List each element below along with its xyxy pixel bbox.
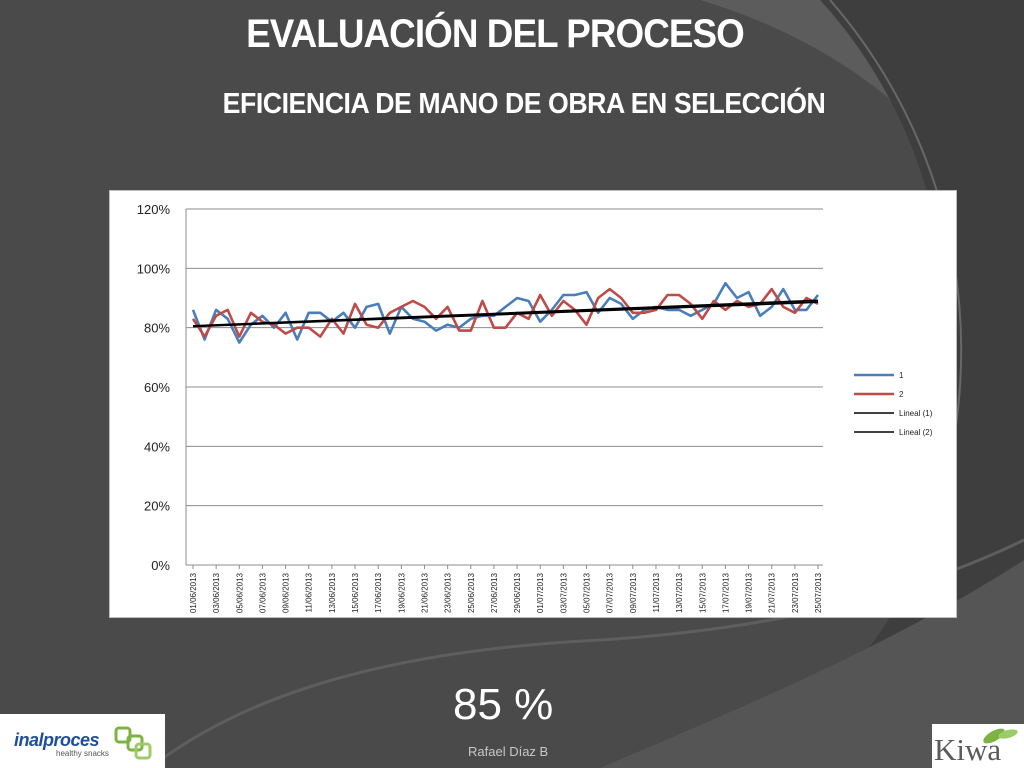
trendline-2: [192, 301, 819, 328]
x-tick-label: 17/06/2013: [374, 572, 383, 613]
author-name: Rafael Díaz B: [468, 744, 549, 759]
x-tick-label: 15/06/2013: [351, 572, 360, 613]
x-tick-label: 17/07/2013: [721, 572, 730, 613]
x-tick-label: 29/06/2013: [513, 572, 522, 613]
y-tick-label: 100%: [137, 261, 171, 276]
legend-label: 2: [899, 390, 904, 399]
x-tick-label: 21/07/2013: [768, 572, 777, 613]
inalproces-logo-text: inalproces: [14, 730, 100, 750]
chart-container: 0% 20% 40% 60% 80% 100% 120% 01/06/2013 03/06/20…: [109, 190, 957, 618]
x-tick-label: 05/07/2013: [583, 572, 592, 613]
kiwa-leaf-icon: [983, 728, 1018, 744]
x-tick-label: 05/06/2013: [235, 572, 244, 613]
legend-label: Lineal (1): [899, 409, 933, 418]
y-tick-label: 40%: [144, 439, 170, 454]
y-tick-label: 0%: [151, 558, 170, 573]
x-tick-label: 27/06/2013: [490, 572, 499, 613]
kiwa-logo: Kiwa: [932, 724, 1024, 768]
x-tick-label: 01/07/2013: [536, 572, 545, 613]
x-tick-label: 21/06/2013: [420, 572, 429, 613]
x-tick-label: 13/06/2013: [328, 572, 337, 613]
x-tick-label: 25/06/2013: [467, 572, 476, 613]
x-tick-label: 07/06/2013: [258, 572, 267, 613]
x-tick-label: 11/07/2013: [652, 572, 661, 612]
y-tick-label: 20%: [144, 499, 170, 514]
result-value: 85 %: [453, 680, 554, 729]
x-tick-label: 19/06/2013: [397, 572, 406, 613]
inalproces-logo-tagline: healthy snacks: [56, 749, 109, 758]
inalproces-leaf-icon: [114, 726, 152, 760]
x-tick-label: 23/07/2013: [791, 572, 800, 613]
x-tick-label: 15/07/2013: [698, 572, 707, 613]
x-tick-label: 25/07/2013: [814, 572, 823, 613]
x-tick-label: 09/07/2013: [629, 572, 638, 613]
x-tick-label: 13/07/2013: [675, 572, 684, 613]
x-tick-label: 09/06/2013: [282, 572, 291, 613]
x-tick-label: 03/07/2013: [559, 572, 568, 613]
legend-label: 1: [899, 371, 904, 380]
series-line-2: [191, 287, 819, 338]
y-tick-label: 120%: [137, 202, 171, 217]
x-tick-label: 23/06/2013: [444, 572, 453, 613]
line-chart: 0% 20% 40% 60% 80% 100% 120% 01/06/2013 03/06/20…: [137, 202, 933, 613]
x-tick-label: 11/06/2013: [305, 572, 314, 612]
x-tick-label: 07/07/2013: [606, 572, 615, 613]
inalproces-logo: inalproces healthy snacks: [0, 714, 165, 768]
y-tick-label: 80%: [144, 321, 170, 336]
slide-title: EVALUACIÓN DEL PROCESO: [246, 12, 745, 56]
slide-subtitle: EFICIENCIA DE MANO DE OBRA EN SELECCIÓN: [222, 88, 826, 120]
x-tick-label: 19/07/2013: [745, 572, 754, 613]
x-tick-label: 03/06/2013: [212, 572, 221, 613]
y-tick-label: 60%: [144, 380, 170, 395]
x-tick-label: 01/06/2013: [189, 572, 198, 613]
legend-label: Lineal (2): [899, 428, 933, 437]
